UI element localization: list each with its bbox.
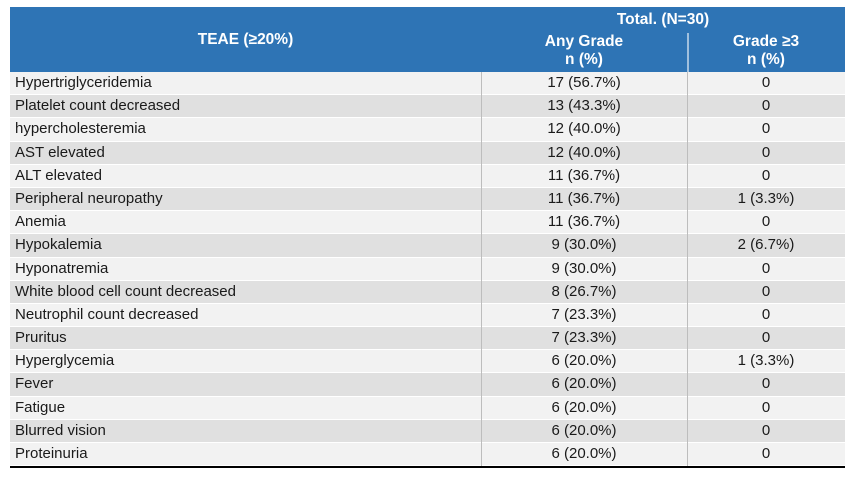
total-column-group: Total. (N=30) Any Grade n (%) Grade ≥3 n… xyxy=(481,7,845,72)
any-grade-value-cell: 9 (30.0%) xyxy=(551,259,617,277)
grade3-label: Grade ≥3 xyxy=(732,32,800,50)
body-column-divider-2 xyxy=(687,72,688,467)
teae-name-cell: Proteinuria xyxy=(15,445,88,462)
any-grade-value-cell: 12 (40.0%) xyxy=(547,120,621,138)
grade3-value-cell: 0 xyxy=(761,282,771,300)
teae-name-cell: Hyperglycemia xyxy=(15,352,115,370)
table-row: AST elevated 12 (40.0%) 0 xyxy=(10,141,845,165)
table-row: Hyponatremia 9 (30.0%) 0 xyxy=(10,257,845,281)
teae-name-cell: Neutrophil count decreased xyxy=(15,305,199,323)
teae-name-cell: Fatigue xyxy=(15,398,66,416)
grade3-sublabel: n (%) xyxy=(747,51,785,69)
any-grade-value-cell: 6 (20.0%) xyxy=(551,421,617,439)
grade3-value-cell: 0 xyxy=(761,213,771,231)
any-grade-value-cell: 6 (20.0%) xyxy=(551,445,617,462)
subcolumn-row: Any Grade n (%) Grade ≥3 n (%) xyxy=(481,32,845,72)
grade3-column-header: Grade ≥3 n (%) xyxy=(687,32,845,72)
table-body: Hypertriglyceridemia 17 (56.7%) 0 Platel… xyxy=(10,72,845,469)
table-row: Platelet count decreased 13 (43.3%) 0 xyxy=(10,95,845,119)
table-row: Fever 6 (20.0%) 0 xyxy=(10,373,845,397)
teae-name-cell: Hypokalemia xyxy=(15,236,102,254)
table-row: Anemia 11 (36.7%) 0 xyxy=(10,211,845,235)
table-row: ALT elevated 11 (36.7%) 0 xyxy=(10,164,845,188)
table-row: Fatigue 6 (20.0%) 0 xyxy=(10,396,845,420)
any-grade-value-cell: 9 (30.0%) xyxy=(551,236,617,254)
teae-name-cell: ALT elevated xyxy=(15,166,103,184)
grade3-value-cell: 1 (3.3%) xyxy=(737,189,795,207)
any-grade-value-cell: 17 (56.7%) xyxy=(547,74,621,91)
grade3-value-cell: 0 xyxy=(761,259,771,277)
any-grade-value-cell: 8 (26.7%) xyxy=(551,282,617,300)
table-row: Pruritus 7 (23.3%) 0 xyxy=(10,327,845,351)
grade3-value-cell: 0 xyxy=(761,74,771,91)
teae-name-cell: Anemia xyxy=(15,213,66,231)
table-row: Neutrophil count decreased 7 (23.3%) 0 xyxy=(10,303,845,328)
table-row: Proteinuria 6 (20.0%) 0 xyxy=(10,443,845,467)
grade3-value-cell: 0 xyxy=(761,120,771,138)
table-row: White blood cell count decreased 8 (26.7… xyxy=(10,280,845,304)
grade3-value-cell: 0 xyxy=(761,421,771,439)
table-header: TEAE (≥20%) Total. (N=30) Any Grade n (%… xyxy=(10,7,845,72)
any-grade-column-header: Any Grade n (%) xyxy=(481,32,687,72)
teae-name-cell: Peripheral neuropathy xyxy=(15,189,163,207)
grade3-value-cell: 0 xyxy=(761,166,771,184)
table-row: Peripheral neuropathy 11 (36.7%) 1 (3.3%… xyxy=(10,187,845,212)
grade3-value-cell: 0 xyxy=(761,305,771,323)
teae-name-cell: AST elevated xyxy=(15,143,105,161)
grade3-value-cell: 0 xyxy=(761,97,771,115)
body-column-divider-1 xyxy=(481,72,482,467)
grade3-value-cell: 0 xyxy=(761,143,771,161)
grade3-value-cell: 0 xyxy=(761,329,771,347)
teae-name-cell: White blood cell count decreased xyxy=(15,282,236,300)
teae-name-cell: Blurred vision xyxy=(15,421,106,439)
any-grade-sublabel: n (%) xyxy=(565,51,603,69)
teae-name-cell: hypercholesteremia xyxy=(15,120,146,138)
table-row: Hyperglycemia 6 (20.0%) 1 (3.3%) xyxy=(10,350,845,374)
teae-name-cell: Hypertriglyceridemia xyxy=(15,74,152,91)
teae-table: TEAE (≥20%) Total. (N=30) Any Grade n (%… xyxy=(10,7,845,469)
table-row: Hypokalemia 9 (30.0%) 2 (6.7%) xyxy=(10,234,845,258)
table-row: Hypertriglyceridemia 17 (56.7%) 0 xyxy=(10,72,845,96)
any-grade-value-cell: 6 (20.0%) xyxy=(551,375,617,393)
grade3-value-cell: 2 (6.7%) xyxy=(737,236,795,254)
header-column-divider xyxy=(687,33,689,72)
teae-column-header: TEAE (≥20%) xyxy=(197,30,294,48)
grade3-value-cell: 0 xyxy=(761,398,771,416)
teae-name-cell: Hyponatremia xyxy=(15,259,109,277)
any-grade-value-cell: 13 (43.3%) xyxy=(547,97,621,115)
any-grade-value-cell: 12 (40.0%) xyxy=(547,143,621,161)
any-grade-value-cell: 6 (20.0%) xyxy=(551,398,617,416)
any-grade-value-cell: 7 (23.3%) xyxy=(551,329,617,347)
any-grade-value-cell: 11 (36.7%) xyxy=(547,166,621,184)
grade3-value-cell: 0 xyxy=(761,375,771,393)
total-group-header: Total. (N=30) xyxy=(616,10,710,28)
any-grade-value-cell: 11 (36.7%) xyxy=(547,213,621,231)
table-row: Blurred vision 6 (20.0%) 0 xyxy=(10,419,845,443)
table-row: hypercholesteremia 12 (40.0%) 0 xyxy=(10,118,845,142)
any-grade-value-cell: 11 (36.7%) xyxy=(547,189,621,207)
any-grade-value-cell: 7 (23.3%) xyxy=(551,305,617,323)
teae-name-cell: Fever xyxy=(15,375,54,393)
grade3-value-cell: 1 (3.3%) xyxy=(737,352,795,370)
grade3-value-cell: 0 xyxy=(761,445,771,462)
teae-name-cell: Platelet count decreased xyxy=(15,97,181,115)
any-grade-label: Any Grade xyxy=(544,32,624,50)
teae-name-cell: Pruritus xyxy=(15,329,67,347)
any-grade-value-cell: 6 (20.0%) xyxy=(551,352,617,370)
